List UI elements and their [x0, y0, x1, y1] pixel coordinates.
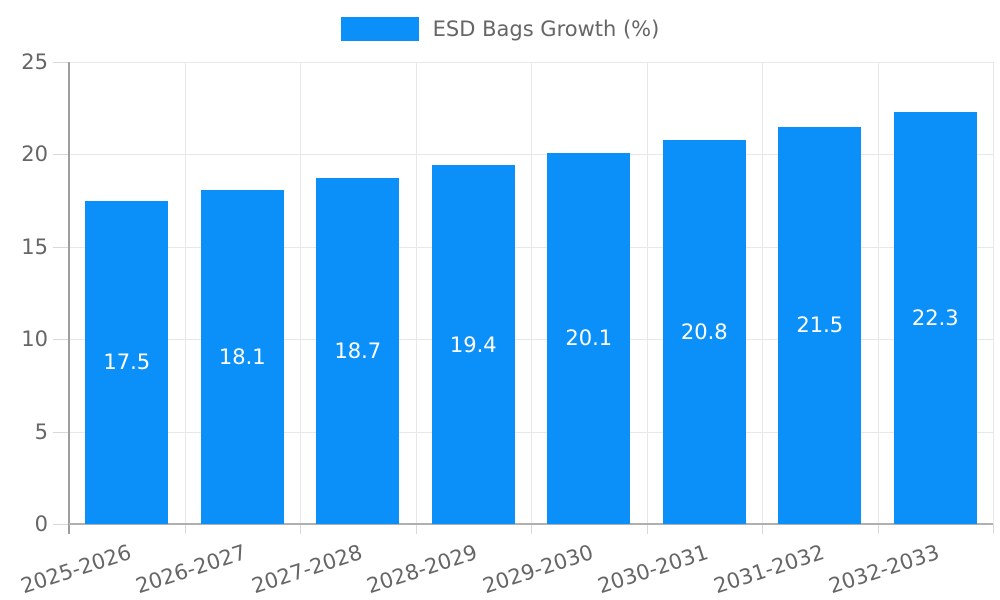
bar-2027-2028: 18.7 — [316, 178, 400, 524]
y-axis-tick-mark — [53, 62, 69, 63]
legend-label: ESD Bags Growth (%) — [432, 17, 660, 41]
gridline-vertical — [993, 62, 994, 524]
gridline-vertical — [877, 62, 879, 524]
x-axis-tick-mark — [993, 524, 994, 534]
legend: ESD Bags Growth (%) — [0, 17, 1000, 41]
gridline-vertical — [184, 62, 186, 524]
gridline-vertical — [531, 62, 532, 524]
legend-swatch — [340, 17, 419, 41]
bar-2031-2032: 21.5 — [778, 126, 862, 524]
bar-2029-2030: 20.1 — [547, 152, 631, 524]
y-axis-tick-label: 5 — [34, 419, 48, 444]
bar-value-label: 21.5 — [796, 313, 844, 338]
x-axis-tick-mark — [415, 524, 417, 534]
bar-2032-2033: 22.3 — [893, 111, 977, 524]
y-axis-tick-label: 20 — [21, 142, 48, 167]
y-axis-tick-mark — [53, 339, 69, 341]
x-axis-tick-mark — [300, 524, 301, 534]
x-axis-line — [69, 523, 993, 525]
x-axis-tick-mark — [531, 524, 532, 534]
bar-value-label: 19.4 — [449, 332, 497, 357]
gridline-vertical — [415, 62, 417, 524]
bar-2028-2029: 19.4 — [431, 165, 515, 524]
y-axis-tick-mark — [53, 524, 69, 525]
bar-2025-2026: 17.5 — [85, 200, 169, 524]
bar-2030-2031: 20.8 — [662, 139, 746, 524]
y-axis-line — [68, 62, 70, 534]
x-axis-tick-mark — [877, 524, 879, 534]
y-axis-tick-label: 15 — [21, 234, 48, 259]
x-axis-tick-mark — [762, 524, 763, 534]
x-axis-tick-mark — [184, 524, 186, 534]
bar-value-label: 20.1 — [565, 326, 613, 351]
y-axis-tick-mark — [53, 431, 69, 433]
bar-value-label: 17.5 — [103, 350, 151, 375]
y-axis-tick-mark — [53, 246, 69, 248]
y-axis-tick-label: 25 — [21, 50, 48, 74]
y-axis-tick-label: 0 — [34, 512, 48, 536]
bar-value-label: 18.1 — [218, 344, 266, 369]
gridline-vertical — [300, 62, 301, 524]
y-axis-tick-label: 10 — [21, 327, 48, 352]
y-axis-tick-mark — [53, 154, 69, 156]
bar-value-label: 20.8 — [680, 319, 728, 344]
legend-item[interactable]: ESD Bags Growth (%) — [340, 17, 660, 41]
bar-value-label: 22.3 — [911, 305, 959, 330]
bar-2026-2027: 18.1 — [200, 189, 284, 524]
gridline-vertical — [646, 62, 648, 524]
gridline-vertical — [762, 62, 763, 524]
bar-value-label: 18.7 — [334, 339, 382, 364]
x-axis-tick-mark — [646, 524, 648, 534]
